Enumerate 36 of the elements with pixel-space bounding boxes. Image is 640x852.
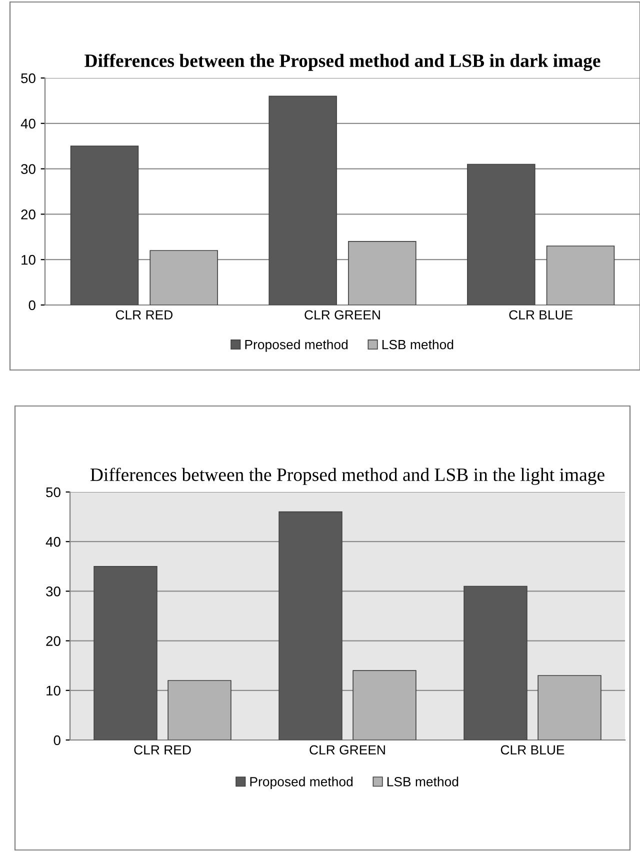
y-tick-label: 30 (21, 164, 36, 174)
bar (538, 675, 602, 740)
bar (352, 670, 416, 740)
y-tick-label: 30 (46, 586, 60, 596)
chart-title: Differences between the Propsed method and LSB in the light image (90, 468, 604, 485)
y-tick-label: 0 (54, 735, 60, 746)
bar (150, 250, 218, 305)
bar (268, 96, 337, 305)
x-tick-label: CLR BLUE (500, 745, 564, 755)
x-tick-label: CLR GREEN (304, 310, 380, 320)
legend-label: LSB method (382, 340, 454, 350)
y-tick-label: 10 (22, 254, 36, 265)
x-tick-label: CLR RED (134, 745, 191, 755)
bar (467, 164, 536, 305)
bar (70, 146, 139, 305)
chart-title: Differences between the Propsed method and LSB in dark image (84, 54, 600, 72)
y-tick-label: 20 (46, 636, 60, 646)
y-tick-label: 40 (46, 536, 60, 547)
x-tick-label: CLR RED (116, 310, 172, 320)
y-tick-label: 20 (21, 210, 36, 220)
legend-label: Proposed method (250, 776, 353, 789)
legend-label: LSB method (387, 776, 458, 786)
x-tick-label: CLR GREEN (310, 745, 385, 755)
bar (168, 680, 232, 740)
y-tick-label: 40 (20, 118, 36, 129)
y-tick-label: 10 (46, 686, 60, 696)
y-tick-label: 0 (28, 300, 36, 310)
bar (348, 241, 416, 305)
bar (546, 246, 615, 305)
bar (94, 566, 158, 740)
y-tick-label: 50 (46, 487, 60, 498)
bar (278, 511, 342, 740)
legend-label: Proposed method (245, 340, 348, 352)
x-tick-label: CLR BLUE (509, 310, 573, 320)
y-tick-label: 50 (21, 73, 36, 84)
bar (464, 586, 528, 740)
